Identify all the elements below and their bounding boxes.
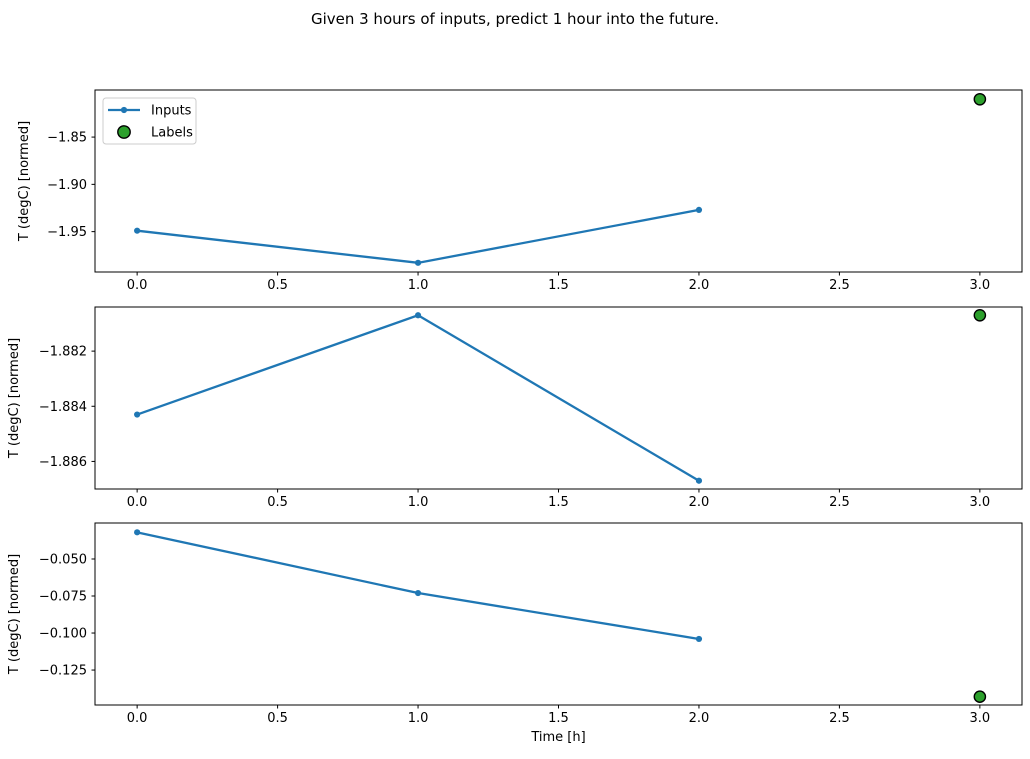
y-tick-label: −1.884 — [39, 400, 87, 415]
x-tick-label: 0.5 — [267, 711, 288, 726]
labels-marker — [973, 308, 987, 322]
x-tick-label: 1.5 — [548, 495, 569, 510]
inputs-marker — [134, 227, 141, 234]
x-tick-label: 2.5 — [829, 278, 850, 293]
x-axis-label: Time [h] — [531, 730, 586, 745]
inputs-marker — [695, 635, 703, 643]
y-tick-label: −0.050 — [39, 552, 87, 567]
y-axis-label: T (degC) [normed] — [17, 121, 32, 242]
inputs-marker — [134, 411, 141, 418]
x-tick-label: 2.0 — [689, 278, 710, 293]
legend-inputs-marker — [120, 106, 128, 114]
subplot-3-frame — [94, 522, 1023, 706]
figure-title: Given 3 hours of inputs, predict 1 hour … — [310, 10, 720, 28]
legend-labels-label: Labels — [151, 126, 193, 141]
inputs-marker — [695, 206, 703, 213]
inputs-marker — [414, 312, 422, 319]
legend-labels-marker — [117, 125, 131, 139]
y-tick-label: −0.075 — [39, 590, 87, 605]
y-axis-label: T (degC) [normed] — [7, 554, 22, 675]
x-tick-label: 0.5 — [267, 278, 288, 293]
x-tick-label: 1.5 — [548, 278, 569, 293]
x-tick-label: 0.0 — [127, 711, 148, 726]
x-tick-label: 1.0 — [408, 711, 429, 726]
x-tick-label: 2.0 — [689, 711, 710, 726]
inputs-marker — [695, 477, 703, 484]
subplot-1-frame — [94, 89, 1023, 273]
y-tick-label: −1.886 — [39, 455, 87, 470]
labels-marker — [973, 92, 987, 106]
inputs-marker — [414, 259, 422, 266]
x-tick-label: 1.5 — [548, 711, 569, 726]
inputs-marker — [414, 589, 422, 597]
x-tick-label: 0.0 — [127, 495, 148, 510]
x-tick-label: 3.0 — [970, 711, 991, 726]
x-tick-label: 0.0 — [127, 278, 148, 293]
inputs-line — [135, 314, 701, 482]
y-tick-label: −0.125 — [39, 664, 87, 679]
inputs-line — [135, 208, 701, 264]
x-tick-label: 2.0 — [689, 495, 710, 510]
x-tick-label: 2.5 — [829, 495, 850, 510]
y-tick-label: −0.100 — [39, 627, 87, 642]
x-tick-label: 1.0 — [408, 278, 429, 293]
legend-inputs-label: Inputs — [151, 104, 192, 119]
x-tick-label: 0.5 — [267, 495, 288, 510]
y-axis-label: T (degC) [normed] — [7, 338, 22, 459]
y-tick-label: −1.90 — [47, 178, 87, 193]
y-tick-label: −1.882 — [39, 345, 87, 360]
y-tick-label: −1.95 — [47, 225, 87, 240]
y-tick-label: −1.85 — [47, 131, 87, 146]
inputs-line — [135, 531, 701, 641]
inputs-marker — [134, 529, 141, 536]
x-tick-label: 2.5 — [829, 711, 850, 726]
x-tick-label: 1.0 — [408, 495, 429, 510]
x-tick-label: 3.0 — [970, 495, 991, 510]
x-tick-label: 3.0 — [970, 278, 991, 293]
labels-marker — [973, 690, 987, 704]
